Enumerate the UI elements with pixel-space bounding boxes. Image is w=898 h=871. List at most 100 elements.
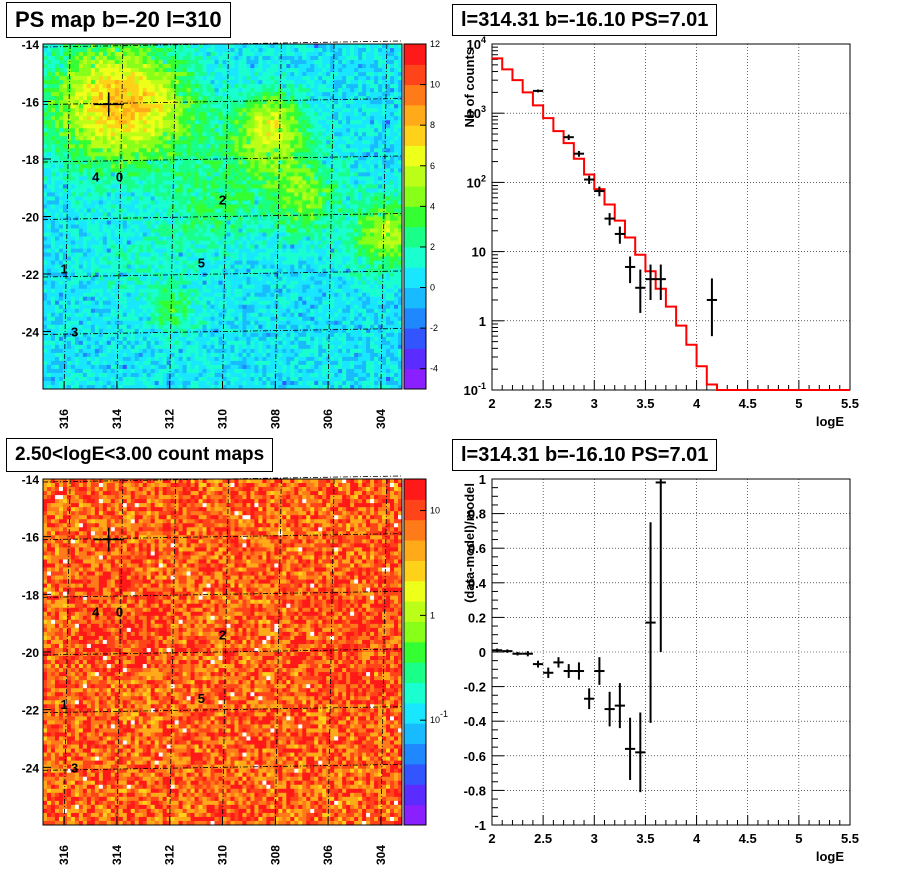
- heatmap-cell: [346, 104, 351, 109]
- heatmap-cell: [374, 68, 379, 73]
- heatmap-cell: [134, 228, 140, 233]
- heatmap-cell: [258, 92, 263, 97]
- heatmap-cell: [250, 92, 255, 97]
- heatmap-cell: [118, 60, 124, 65]
- heatmap-cell: [298, 60, 303, 65]
- heatmap-cell: [242, 84, 247, 89]
- heatmap-cell: [182, 196, 187, 201]
- heatmap-cell: [374, 184, 379, 189]
- heatmap-cell: [266, 80, 271, 85]
- heatmap-cell: [306, 164, 311, 169]
- heatmap-cell: [294, 248, 299, 253]
- heatmap-cell: [114, 204, 120, 209]
- heatmap-cell: [198, 264, 203, 270]
- heatmap-cell: [258, 176, 263, 181]
- heatmap-cell: [82, 240, 88, 245]
- heatmap-cell: [82, 132, 88, 137]
- heatmap-cell: [194, 240, 199, 245]
- heatmap-cell: [258, 204, 263, 209]
- heatmap-cell: [78, 240, 84, 245]
- heatmap-cell: [326, 252, 331, 258]
- heatmap-cell: [214, 136, 219, 141]
- heatmap-cell: [318, 100, 323, 105]
- heatmap-cell: [254, 228, 259, 233]
- heatmap-cell: [43, 112, 48, 117]
- heatmap-cell: [166, 60, 172, 65]
- heatmap-cell: [122, 232, 128, 237]
- heatmap-cell: [70, 176, 76, 181]
- heatmap-cell: [194, 220, 199, 225]
- heatmap-cell: [94, 188, 100, 193]
- heatmap-cell: [398, 48, 403, 53]
- heatmap-cell: [242, 144, 247, 149]
- heatmap-cell: [354, 144, 359, 149]
- heatmap-cell: [94, 152, 100, 157]
- heatmap-cell: [162, 52, 168, 57]
- heatmap-cell: [234, 120, 239, 125]
- heatmap-cell: [162, 124, 168, 129]
- heatmap-cell: [46, 176, 52, 181]
- heatmap-cell: [270, 188, 275, 193]
- heatmap-cell: [126, 264, 132, 270]
- heatmap-cell: [258, 192, 263, 197]
- heatmap-cell: [354, 184, 359, 189]
- heatmap-cell: [66, 136, 72, 141]
- heatmap-cell: [102, 64, 108, 69]
- heatmap-cell: [170, 232, 176, 237]
- heatmap-cell: [310, 184, 315, 189]
- heatmap-cell: [278, 120, 283, 125]
- heatmap-cell: [186, 196, 191, 201]
- heatmap-cell: [250, 136, 255, 141]
- heatmap-cell: [346, 232, 351, 237]
- heatmap-cell: [314, 204, 319, 209]
- heatmap-cell: [114, 244, 120, 249]
- heatmap-cell: [162, 60, 168, 65]
- heatmap-cell: [214, 204, 219, 209]
- heatmap-cell: [122, 220, 128, 225]
- heatmap-cell: [198, 200, 203, 205]
- heatmap-cell: [298, 232, 303, 237]
- heatmap-cell: [182, 72, 187, 77]
- heatmap-cell: [350, 80, 355, 85]
- heatmap-cell: [66, 252, 72, 258]
- heatmap-cell: [134, 72, 140, 77]
- heatmap-cell: [98, 128, 104, 133]
- heatmap-cell: [198, 168, 203, 173]
- heatmap-cell: [282, 64, 287, 69]
- heatmap-cell: [314, 80, 319, 85]
- heatmap-cell: [374, 248, 379, 253]
- heatmap-cell: [190, 236, 195, 241]
- heatmap-cell: [302, 160, 307, 165]
- heatmap-cell: [334, 180, 339, 185]
- heatmap-cell: [170, 172, 176, 177]
- heatmap-cell: [270, 92, 275, 97]
- heatmap-cell: [138, 172, 144, 177]
- heatmap-cell: [374, 132, 379, 137]
- heatmap-cell: [182, 244, 187, 249]
- heatmap-cell: [142, 68, 148, 73]
- heatmap-cell: [254, 104, 259, 109]
- heatmap-cell: [50, 132, 56, 137]
- heatmap-cell: [370, 120, 375, 125]
- heatmap-cell: [246, 248, 251, 253]
- heatmap-cell: [54, 180, 60, 185]
- heatmap-cell: [210, 248, 215, 253]
- heatmap-cell: [338, 60, 343, 65]
- heatmap-cell: [386, 220, 391, 225]
- heatmap-cell: [314, 248, 319, 253]
- heatmap-cell: [334, 144, 339, 149]
- heatmap-cell: [46, 144, 52, 149]
- heatmap-cell: [362, 188, 367, 193]
- heatmap-cell: [110, 64, 116, 69]
- heatmap-cell: [154, 236, 160, 241]
- heatmap-cell: [114, 68, 120, 73]
- heatmap-cell: [138, 216, 144, 221]
- heatmap-cell: [398, 256, 403, 262]
- heatmap-cell: [390, 228, 395, 233]
- heatmap-cell: [190, 136, 195, 141]
- heatmap-cell: [326, 64, 331, 69]
- heatmap-cell: [230, 104, 235, 109]
- heatmap-cell: [286, 200, 291, 205]
- heatmap-cell: [390, 128, 395, 133]
- heatmap-cell: [370, 260, 375, 266]
